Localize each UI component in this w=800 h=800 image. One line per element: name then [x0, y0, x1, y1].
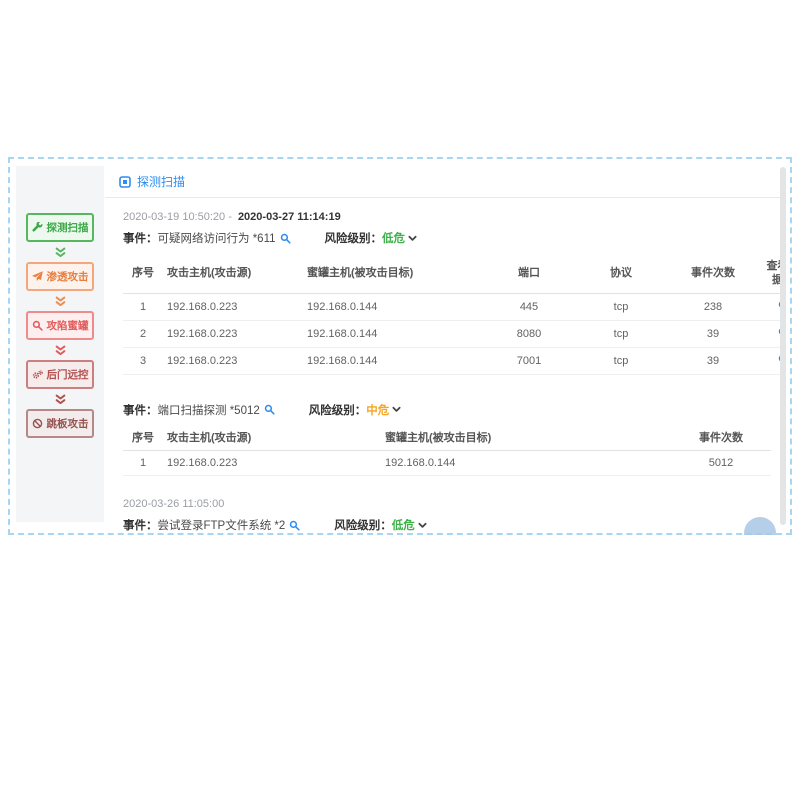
col-header-event-count: 事件次数 [667, 255, 759, 294]
risk-level-value[interactable]: 低危 [391, 520, 415, 533]
attack-flow-sidebar: 探测扫描 渗透攻击 攻陷蜜罐 [16, 166, 104, 522]
col-header-index: 序号 [123, 426, 163, 452]
col-header-protocol: 协议 [575, 255, 667, 294]
date-range: 2020-03-19 10:50:20 - 2020-03-27 11:14:1… [123, 211, 771, 223]
magnifier-icon [32, 320, 43, 331]
risk-label: 风险级别： [334, 520, 392, 533]
cell-protocol: tcp [575, 347, 667, 375]
event-text: 端口扫描探测 *5012 [157, 404, 260, 417]
title-square-icon [119, 175, 131, 188]
paper-plane-icon [31, 271, 43, 282]
dashed-selection-frame: 探测扫描 渗透攻击 攻陷蜜罐 [8, 157, 792, 535]
table-header-row: 序号 攻击主机(攻击源) 蜜罐主机(被攻击目标) 端口 协议 事件次数 查看数据… [123, 255, 783, 294]
detect-scan-panel: 探测扫描 2020-03-19 10:50:20 - 2020-03-27 11… [105, 166, 783, 533]
col-header-honeypot: 蜜罐主机(被攻击目标) [381, 426, 671, 452]
date-range-start: 2020-03-19 10:50:20 - [123, 211, 232, 223]
cogs-icon [32, 369, 43, 380]
col-header-event-count: 事件次数 [671, 426, 771, 452]
double-chevron-down-icon [55, 291, 66, 311]
col-header-attacker: 攻击主机(攻击源) [163, 426, 381, 452]
sidebar-step-penetration-attack[interactable]: 渗透攻击 [26, 262, 94, 291]
cell-protocol: tcp [575, 320, 667, 348]
event-line: 事件： 尝试登录FTP文件系统 *2 风险级别： 低危 [123, 517, 771, 533]
cell-port: 8080 [483, 320, 575, 348]
event-label: 事件： [123, 404, 158, 417]
table-row: 3 192.168.0.223 192.168.0.144 7001 tcp 3… [123, 347, 783, 375]
cell-attacker-host: 192.168.0.223 [163, 320, 303, 348]
cell-honeypot-host: 192.168.0.144 [303, 320, 483, 348]
cell-event-count: 5012 [671, 450, 771, 477]
step-label: 探测扫描 [46, 222, 89, 234]
event-table-scan: 序号 攻击主机(攻击源) 蜜罐主机(被攻击目标) 端口 协议 事件次数 查看数据… [123, 255, 783, 375]
risk-level-value[interactable]: 中危 [366, 404, 390, 417]
panel-title: 探测扫描 [137, 175, 186, 189]
double-chevron-down-icon [55, 389, 66, 409]
cell-attacker-host: 192.168.0.223 [163, 293, 303, 321]
event-search-icon[interactable] [264, 404, 275, 415]
date-line: 2020-03-26 11:05:00 [123, 498, 771, 510]
event-search-icon[interactable] [289, 520, 300, 531]
col-header-port: 端口 [483, 255, 575, 294]
chevron-down-icon[interactable] [418, 521, 427, 530]
event-line: 事件： 端口扫描探测 *5012 风险级别： 中危 [123, 402, 771, 418]
sidebar-step-backdoor-remote-control[interactable]: 后门远控 [26, 360, 94, 389]
step-label: 渗透攻击 [46, 271, 89, 283]
cell-index: 1 [123, 450, 163, 477]
chevron-down-icon[interactable] [392, 405, 401, 414]
cell-index: 2 [123, 320, 163, 348]
event-table-portscan: 序号 攻击主机(攻击源) 蜜罐主机(被攻击目标) 事件次数 1 192.168.… [123, 426, 771, 477]
sidebar-step-compromise-honeypot[interactable]: 攻陷蜜罐 [26, 311, 94, 340]
risk-label: 风险级别： [308, 404, 367, 417]
step-label: 后门远控 [46, 369, 89, 381]
wrench-icon [31, 222, 43, 233]
panel-header: 探测扫描 [105, 166, 783, 198]
risk-level-value[interactable]: 低危 [382, 233, 406, 245]
table-row: 1 192.168.0.223 192.168.0.144 5012 [123, 450, 771, 477]
table-row: 2 192.168.0.223 192.168.0.144 8080 tcp 3… [123, 320, 783, 348]
col-header-index: 序号 [123, 255, 163, 294]
double-chevron-down-icon [55, 340, 66, 360]
event-label: 事件： [123, 233, 158, 245]
cell-protocol: tcp [575, 293, 667, 321]
event-date: 2020-03-26 11:05:00 [123, 498, 225, 511]
step-label: 跳板攻击 [46, 418, 89, 430]
ban-icon [32, 418, 43, 429]
cell-index: 3 [123, 347, 163, 375]
col-header-view-packet: 查看数据包 [759, 255, 783, 294]
cell-attacker-host: 192.168.0.223 [163, 450, 381, 477]
cell-honeypot-host: 192.168.0.144 [303, 347, 483, 375]
cell-port: 445 [483, 293, 575, 321]
event-text: 尝试登录FTP文件系统 *2 [157, 520, 286, 533]
cell-attacker-host: 192.168.0.223 [163, 347, 303, 375]
event-text: 可疑网络访问行为 *611 [157, 233, 276, 245]
col-header-honeypot: 蜜罐主机(被攻击目标) [303, 255, 483, 294]
table-header-row: 序号 攻击主机(攻击源) 蜜罐主机(被攻击目标) 事件次数 [123, 426, 771, 452]
sidebar-step-detect-scan[interactable]: 探测扫描 [26, 213, 94, 242]
step-label: 攻陷蜜罐 [46, 320, 89, 332]
table-row: 1 192.168.0.223 192.168.0.144 445 tcp 23… [123, 293, 783, 321]
event-line: 事件： 可疑网络访问行为 *611 风险级别： 低危 [123, 230, 771, 246]
sidebar-step-springboard-attack[interactable]: 跳板攻击 [26, 409, 94, 438]
cell-event-count: 39 [667, 347, 759, 375]
cell-port: 7001 [483, 347, 575, 375]
cell-index: 1 [123, 293, 163, 321]
cell-event-count: 39 [667, 320, 759, 348]
risk-label: 风险级别： [324, 233, 383, 245]
date-range-end: 2020-03-27 11:14:19 [237, 211, 341, 223]
cell-event-count: 238 [667, 293, 759, 321]
cell-honeypot-host: 192.168.0.144 [303, 293, 483, 321]
back-to-top-button[interactable] [744, 517, 776, 535]
event-label: 事件： [123, 520, 158, 533]
col-header-attacker: 攻击主机(攻击源) [163, 255, 303, 294]
scrollbar[interactable] [780, 167, 786, 525]
chevron-down-icon[interactable] [408, 234, 417, 243]
cell-honeypot-host: 192.168.0.144 [381, 450, 671, 477]
double-chevron-down-icon [55, 242, 66, 262]
event-search-icon[interactable] [280, 233, 291, 244]
